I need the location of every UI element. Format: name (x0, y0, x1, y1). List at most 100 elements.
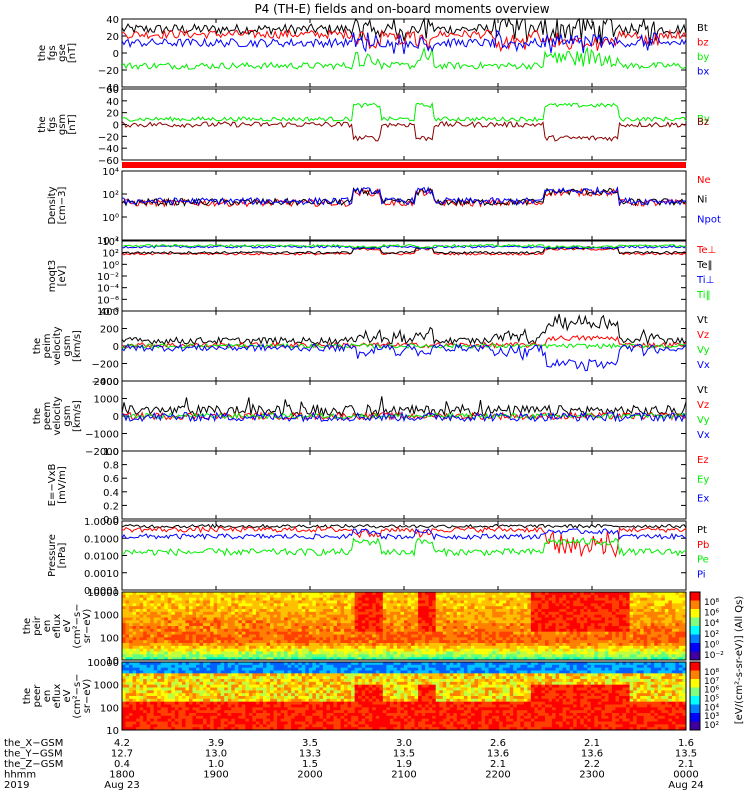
heatmap-cell (650, 606, 655, 610)
heatmap-cell (587, 631, 592, 635)
heatmap-cell (160, 676, 165, 680)
heatmap-cell (157, 670, 162, 674)
heatmap-cell (125, 626, 130, 630)
y-axis-label-line: the (37, 45, 48, 61)
heatmap-cell (174, 673, 179, 677)
heatmap-cell (160, 687, 165, 691)
heatmap-cell (210, 713, 215, 717)
heatmap-cell (125, 667, 130, 671)
heatmap-cell (456, 645, 461, 650)
heatmap-cell (636, 626, 641, 630)
heatmap-cell (407, 637, 412, 641)
heatmap-cell (178, 628, 183, 633)
heatmap-cell (421, 631, 426, 635)
y-axis-label-line: sr−eV) (82, 609, 93, 644)
heatmap-cell (633, 631, 638, 635)
heatmap-cell (418, 651, 423, 655)
heatmap-cell (488, 634, 493, 638)
heatmap-cell (583, 628, 588, 633)
heatmap-cell (199, 654, 204, 658)
heatmap-cell (418, 617, 423, 621)
heatmap-cell (664, 623, 669, 627)
heatmap-cell (181, 673, 186, 677)
heatmap-cell (636, 609, 641, 613)
heatmap-cell (231, 654, 236, 658)
heatmap-cell (199, 710, 204, 714)
heatmap-cell (238, 603, 243, 607)
heatmap-cell (555, 637, 560, 641)
heatmap-cell (153, 681, 158, 686)
heatmap-cell (224, 698, 229, 703)
heatmap-cell (428, 592, 433, 596)
heatmap-cell (132, 724, 137, 728)
heatmap-cell (661, 640, 666, 644)
heatmap-cell (414, 631, 419, 635)
heatmap-cell (174, 606, 179, 610)
heatmap-cell (192, 718, 197, 722)
heatmap-cell (157, 600, 162, 604)
heatmap-cell (322, 620, 327, 624)
heatmap-cell (196, 715, 200, 720)
heatmap-cell (389, 617, 394, 621)
heatmap-cell (548, 657, 553, 661)
heatmap-cell (319, 606, 324, 610)
heatmap-cell (192, 684, 197, 688)
heatmap-cell (456, 631, 461, 635)
heatmap-cell (678, 617, 683, 621)
heatmap-cell (160, 710, 165, 714)
heatmap-cell (347, 634, 352, 638)
heatmap-cell (199, 611, 204, 616)
heatmap-cell (629, 617, 634, 621)
heatmap-cell (122, 637, 126, 641)
heatmap-cell (174, 645, 179, 650)
heatmap-cell (270, 617, 274, 621)
heatmap-cell (555, 603, 560, 607)
heatmap-cell (460, 651, 465, 655)
heatmap-cell (238, 640, 243, 644)
heatmap-cell (414, 594, 419, 599)
heatmap-cell (210, 617, 215, 621)
heatmap-cell (657, 640, 662, 644)
heatmap-cell (643, 623, 648, 627)
heatmap-cell (442, 634, 447, 638)
heatmap-cell (238, 600, 243, 604)
heatmap-cell (432, 648, 437, 652)
heatmap-cell (654, 606, 659, 610)
heatmap-cell (545, 597, 549, 601)
heatmap-cell (122, 662, 126, 666)
heatmap-cell (622, 620, 627, 624)
heatmap-cell (513, 594, 518, 599)
heatmap-cell (675, 631, 680, 635)
heatmap-cell (615, 648, 620, 652)
heatmap-cell (185, 620, 190, 624)
heatmap-cell (611, 600, 616, 604)
legend-Bz: Bz (697, 117, 709, 128)
heatmap-cell (206, 662, 211, 666)
heatmap-cell (354, 603, 359, 607)
heatmap-cell (654, 609, 659, 613)
heatmap-cell (315, 620, 320, 624)
y-axis-label-line: (cm²−s− (72, 673, 83, 718)
heatmap-cell (263, 620, 267, 624)
heatmap-cell (481, 645, 486, 650)
heatmap-cell (643, 603, 648, 607)
heatmap-cell (379, 592, 384, 596)
heatmap-cell (220, 667, 225, 671)
heatmap-cell (146, 724, 151, 728)
heatmap-cell (329, 594, 334, 599)
heatmap-cell (245, 648, 250, 652)
heatmap-cell (136, 640, 141, 644)
heatmap-cell (217, 603, 222, 607)
heatmap-cell (629, 600, 634, 604)
heatmap-cell (682, 654, 687, 658)
heatmap-cell (650, 654, 655, 658)
heatmap-cell (192, 724, 197, 728)
heatmap-cell (185, 623, 190, 627)
y-axis-label-line: velocity (52, 326, 63, 365)
heatmap-cell (322, 637, 327, 641)
heatmap-cell (238, 648, 243, 652)
heatmap-cell (337, 640, 341, 644)
heatmap-cell (181, 713, 186, 717)
heatmap-cell (619, 592, 623, 596)
heatmap-cell (435, 631, 440, 635)
